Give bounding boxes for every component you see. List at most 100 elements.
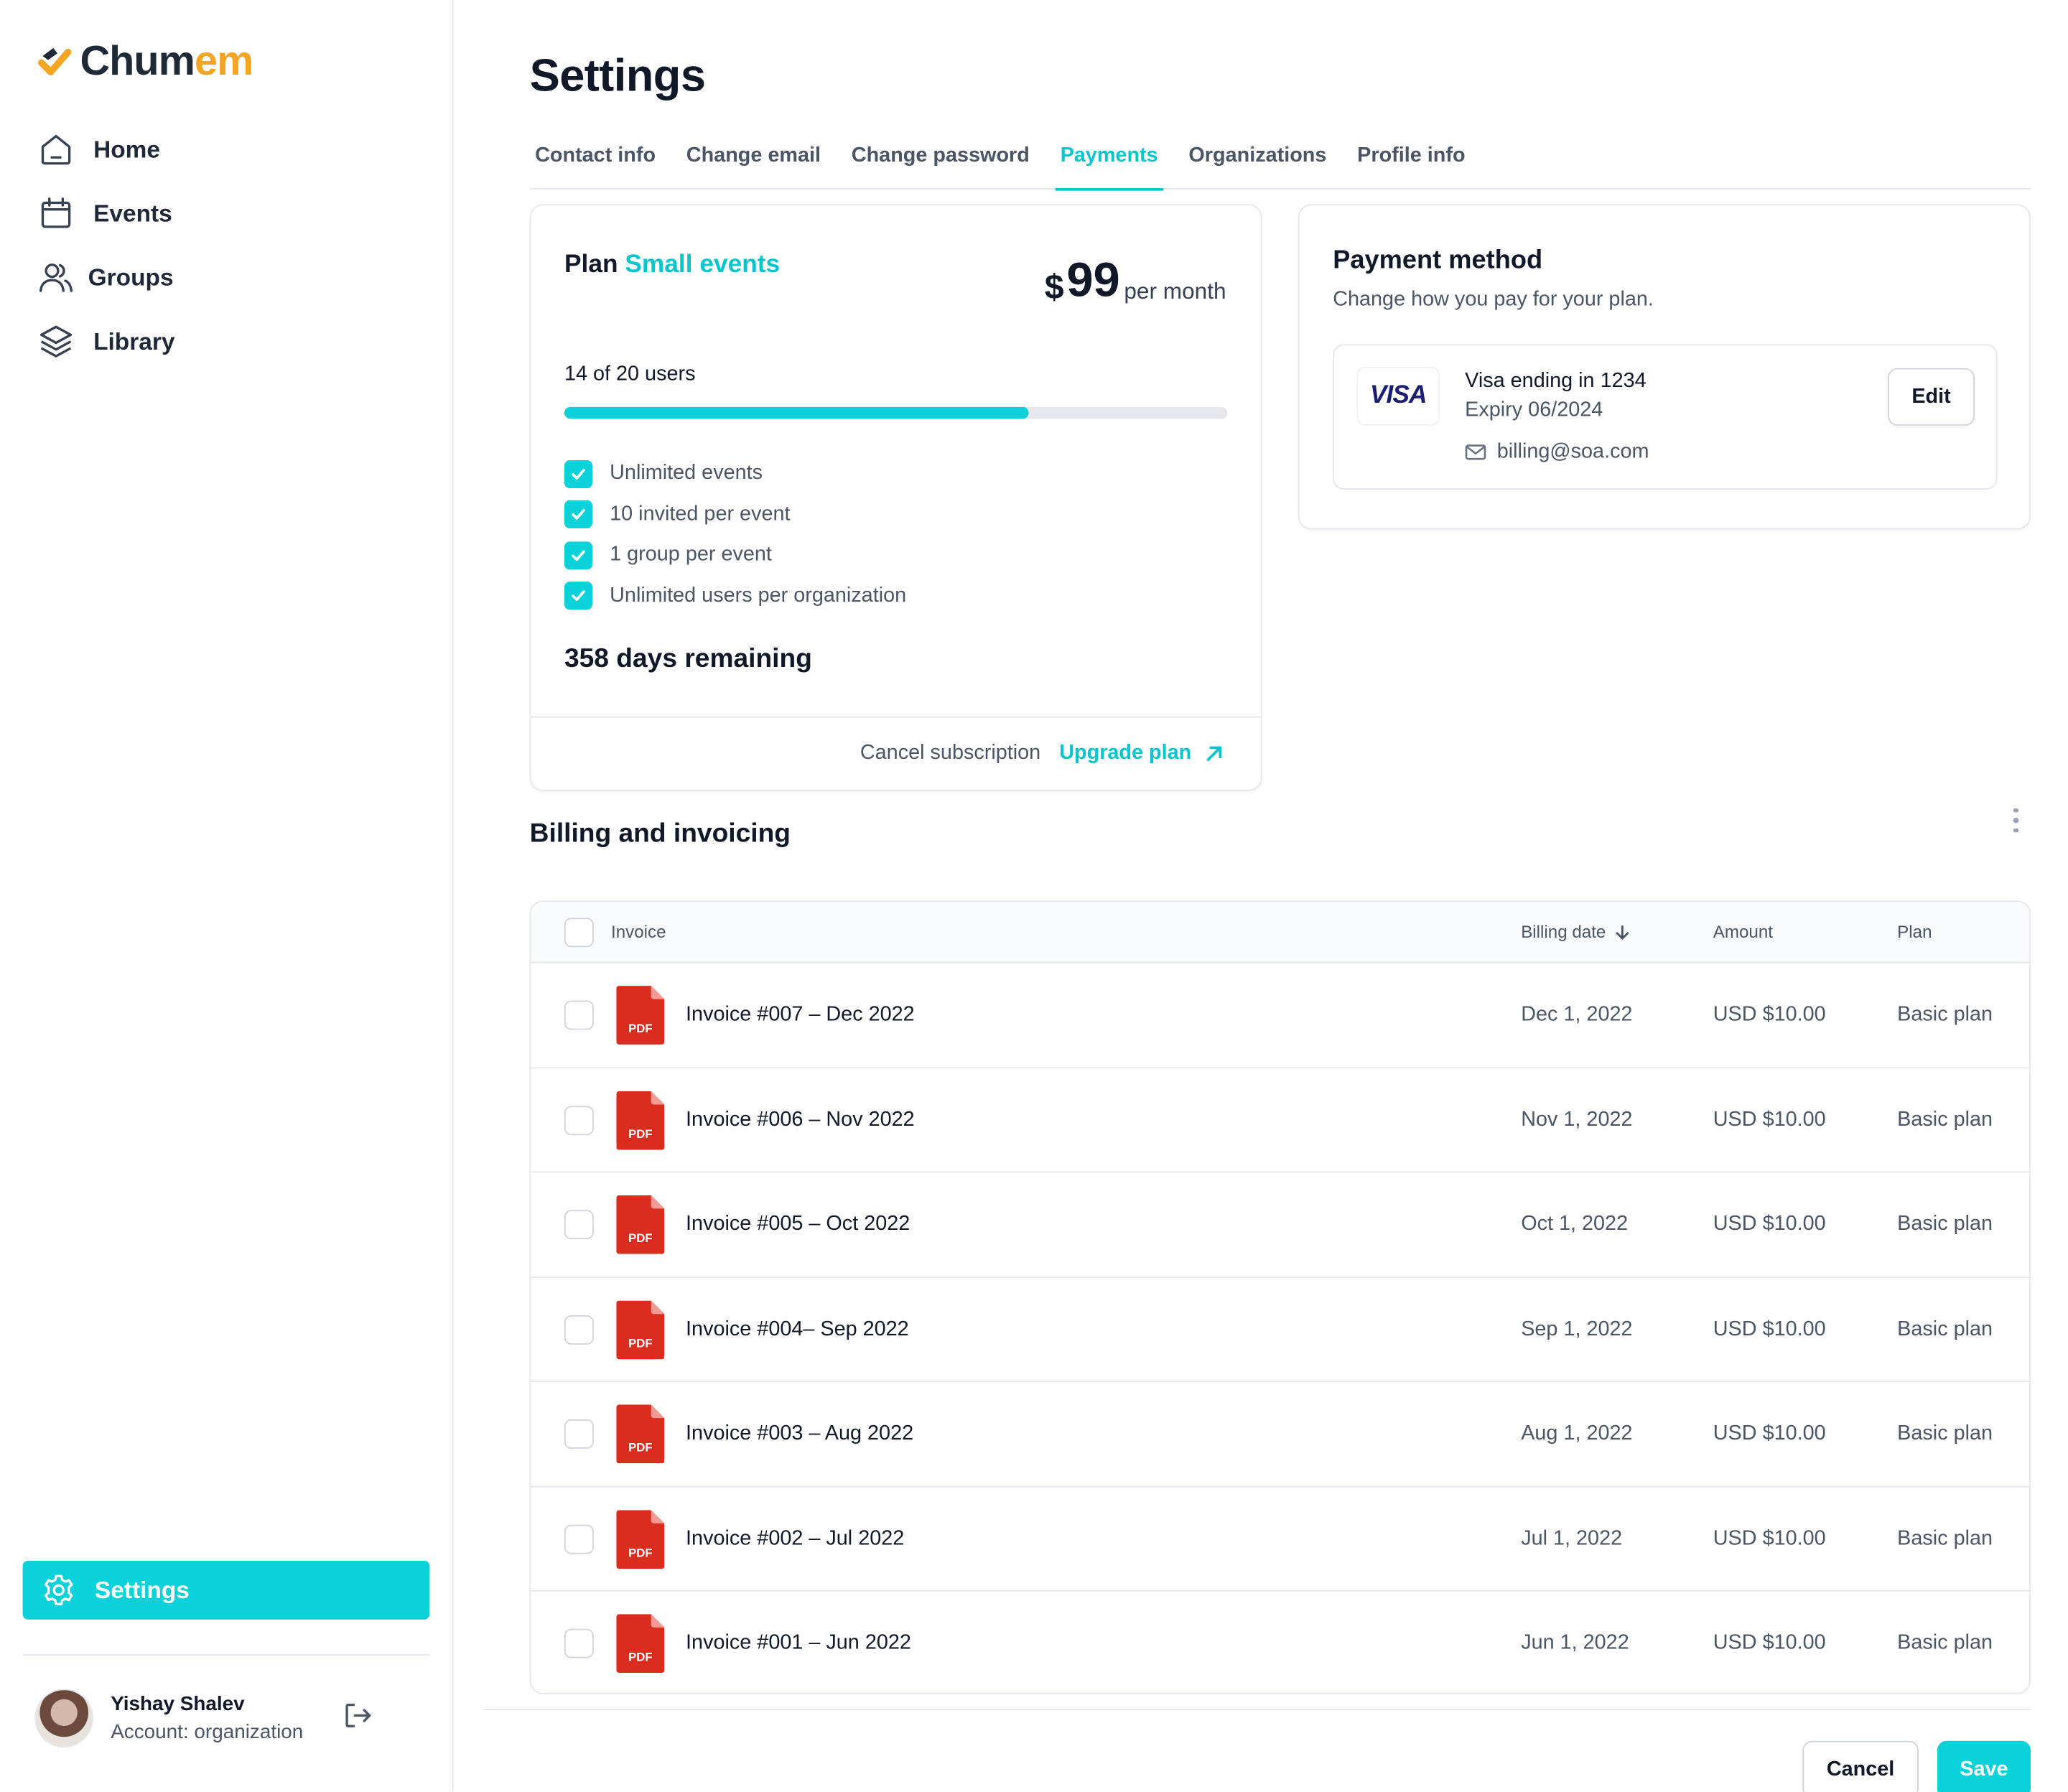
billing-section-title: Billing and invoicing	[529, 818, 791, 849]
table-header: Invoice Billing date Amount Plan	[531, 902, 2030, 963]
pdf-file-icon[interactable]: PDF	[616, 1195, 665, 1254]
sidebar-item-label: Home	[93, 135, 160, 162]
tab-organizations[interactable]: Organizations	[1188, 144, 1327, 167]
arrow-down-icon	[1615, 925, 1629, 940]
sidebar-item-label: Settings	[94, 1576, 190, 1603]
pdf-file-icon[interactable]: PDF	[616, 1509, 665, 1569]
plan-cell: Basic plan	[1897, 1108, 1993, 1131]
plan-heading: Plan Small events	[564, 251, 780, 280]
svg-text:PDF: PDF	[628, 1231, 652, 1245]
card-expiry: Expiry 06/2024	[1465, 398, 1603, 422]
users-count: 14 of 20 users	[564, 363, 696, 386]
pdf-file-icon[interactable]: PDF	[616, 1299, 665, 1359]
sidebar-item-events[interactable]: Events	[37, 182, 424, 246]
sidebar-divider	[22, 1654, 430, 1656]
column-header-plan: Plan	[1897, 921, 1932, 942]
cancel-button[interactable]: Cancel	[1802, 1740, 1919, 1792]
row-checkbox[interactable]	[564, 1105, 594, 1135]
billing-date-cell: Jul 1, 2022	[1521, 1526, 1623, 1550]
row-checkbox[interactable]	[564, 1523, 594, 1554]
user-account-type: Account: organization	[111, 1720, 304, 1744]
plan-cell: Basic plan	[1897, 1212, 1993, 1236]
row-checkbox[interactable]	[564, 1000, 594, 1030]
pdf-file-icon[interactable]: PDF	[616, 1090, 665, 1149]
pdf-file-icon[interactable]: PDF	[616, 986, 665, 1045]
feature-item: Unlimited users per organization	[564, 576, 906, 617]
amount-cell: USD $10.00	[1713, 1422, 1826, 1445]
invoice-name[interactable]: Invoice #002 – Jul 2022	[686, 1526, 905, 1550]
tab-payments[interactable]: Payments	[1055, 131, 1164, 191]
upgrade-plan-label: Upgrade plan	[1059, 742, 1192, 765]
pdf-file-icon[interactable]: PDF	[616, 1614, 665, 1674]
plan-label: Plan	[564, 251, 618, 279]
save-button[interactable]: Save	[1937, 1740, 2031, 1792]
sidebar: Chumem Home Events	[0, 0, 454, 1792]
svg-text:PDF: PDF	[628, 1545, 652, 1559]
user-name: Yishay Shalev	[111, 1692, 245, 1716]
feature-item: 10 invited per event	[564, 494, 906, 535]
invoice-name[interactable]: Invoice #001 – Jun 2022	[686, 1631, 911, 1655]
table-row: PDF Invoice #003 – Aug 2022 Aug 1, 2022 …	[531, 1382, 2030, 1487]
table-row: PDF Invoice #001 – Jun 2022 Jun 1, 2022 …	[531, 1592, 2030, 1693]
row-checkbox[interactable]	[564, 1628, 594, 1658]
tab-change-password[interactable]: Change password	[851, 144, 1030, 167]
table-row: PDF Invoice #004– Sep 2022 Sep 1, 2022 U…	[531, 1277, 2030, 1382]
sidebar-item-label: Groups	[88, 263, 174, 291]
avatar[interactable]	[34, 1689, 94, 1748]
feature-label: Unlimited events	[610, 462, 763, 485]
invoice-name[interactable]: Invoice #006 – Nov 2022	[686, 1108, 915, 1131]
table-row: PDF Invoice #006 – Nov 2022 Nov 1, 2022 …	[531, 1068, 2030, 1173]
pdf-file-icon[interactable]: PDF	[616, 1404, 665, 1464]
invoice-name[interactable]: Invoice #003 – Aug 2022	[686, 1422, 914, 1445]
sidebar-item-library[interactable]: Library	[37, 309, 424, 373]
amount-cell: USD $10.00	[1713, 1317, 1826, 1340]
svg-text:PDF: PDF	[628, 1126, 652, 1140]
table-row: PDF Invoice #007 – Dec 2022 Dec 1, 2022 …	[531, 963, 2030, 1068]
more-options-icon[interactable]	[2007, 806, 2026, 835]
tab-profile-info[interactable]: Profile info	[1357, 144, 1466, 167]
logout-icon[interactable]	[342, 1699, 374, 1732]
select-all-checkbox[interactable]	[564, 918, 594, 948]
sidebar-item-groups[interactable]: Groups	[37, 246, 424, 309]
card-ending: Visa ending in 1234	[1465, 369, 1647, 393]
card-details: VISA Visa ending in 1234 Expiry 06/2024 …	[1333, 344, 1998, 490]
invoice-name[interactable]: Invoice #005 – Oct 2022	[686, 1212, 910, 1236]
page-title: Settings	[529, 50, 706, 102]
plan-name: Small events	[625, 251, 781, 279]
plan-cell: Basic plan	[1897, 1526, 1993, 1550]
column-header-invoice: Invoice	[610, 921, 666, 942]
sidebar-item-settings[interactable]: Settings	[22, 1560, 430, 1620]
plan-cell: Basic plan	[1897, 1317, 1993, 1340]
mail-icon	[1465, 444, 1486, 460]
column-header-billing-date[interactable]: Billing date	[1521, 922, 1630, 942]
row-checkbox[interactable]	[564, 1419, 594, 1449]
cancel-subscription-link[interactable]: Cancel subscription	[860, 742, 1041, 765]
plan-card: Plan Small events $ 99 per month 14 of 2…	[529, 204, 1262, 791]
invoice-table: Invoice Billing date Amount Plan PDF Inv…	[529, 900, 2031, 1694]
logo-mark-icon	[37, 47, 72, 75]
column-header-amount: Amount	[1713, 921, 1774, 942]
edit-payment-button[interactable]: Edit	[1888, 368, 1975, 426]
payment-method-title: Payment method	[1333, 245, 1543, 275]
feature-label: 10 invited per event	[610, 503, 791, 526]
days-remaining: 358 days remaining	[564, 644, 812, 674]
invoice-name[interactable]: Invoice #004– Sep 2022	[686, 1317, 909, 1340]
plan-cell: Basic plan	[1897, 1422, 1993, 1445]
tab-contact-info[interactable]: Contact info	[535, 144, 656, 167]
app-logo[interactable]: Chumem	[37, 37, 253, 85]
row-checkbox[interactable]	[564, 1315, 594, 1345]
upgrade-plan-link[interactable]: Upgrade plan	[1059, 742, 1224, 765]
plan-card-divider	[531, 716, 1261, 718]
sidebar-item-home[interactable]: Home	[37, 118, 424, 182]
amount-cell: USD $10.00	[1713, 1212, 1826, 1236]
row-checkbox[interactable]	[564, 1210, 594, 1240]
billing-date-cell: Nov 1, 2022	[1521, 1108, 1633, 1131]
invoice-name[interactable]: Invoice #007 – Dec 2022	[686, 1003, 915, 1026]
users-icon	[39, 263, 73, 292]
billing-date-cell: Sep 1, 2022	[1521, 1317, 1633, 1340]
amount-cell: USD $10.00	[1713, 1631, 1826, 1655]
visa-logo-icon: VISA	[1356, 366, 1440, 426]
amount-cell: USD $10.00	[1713, 1526, 1826, 1550]
tab-change-email[interactable]: Change email	[686, 144, 821, 167]
table-row: PDF Invoice #002 – Jul 2022 Jul 1, 2022 …	[531, 1487, 2030, 1592]
